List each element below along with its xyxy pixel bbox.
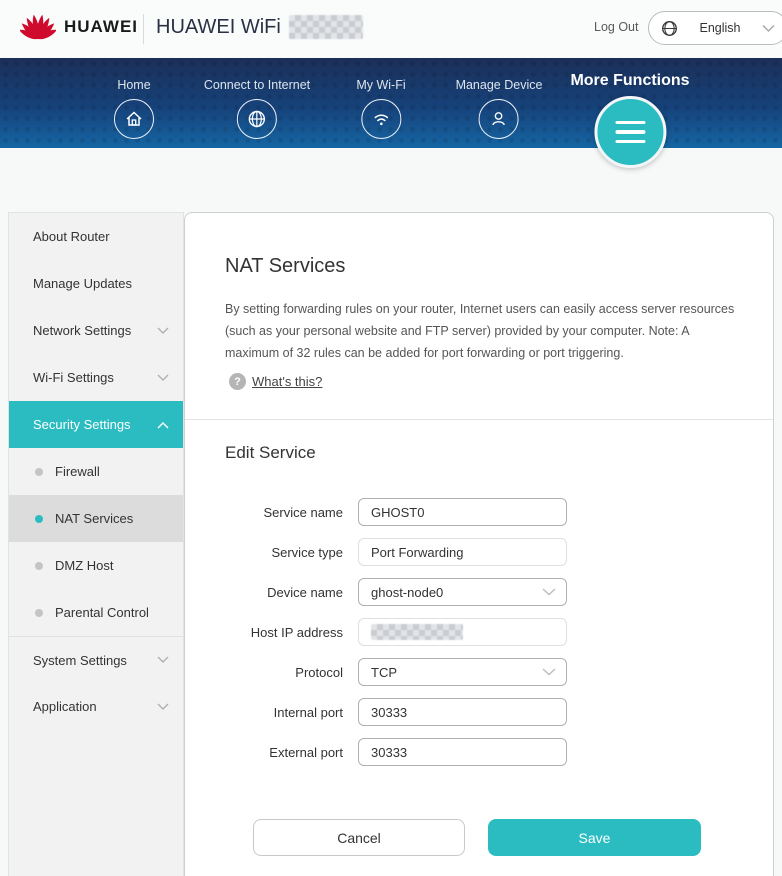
redacted-ip-value xyxy=(371,624,463,640)
nav-label: More Functions xyxy=(570,72,690,89)
chevron-down-icon xyxy=(157,656,169,663)
sidebar-item-security-settings[interactable]: Security Settings xyxy=(9,401,183,448)
huawei-logo: HUAWEI xyxy=(20,14,138,40)
form-row-protocol: Protocol TCP xyxy=(185,658,773,686)
section-divider xyxy=(185,419,773,420)
form-row-external-port: External port xyxy=(185,738,773,766)
page-title: NAT Services xyxy=(225,255,346,277)
sidebar-item-network-settings[interactable]: Network Settings xyxy=(9,307,183,354)
nav-label: My Wi-Fi xyxy=(356,78,406,92)
service-type-field: Port Forwarding xyxy=(358,538,567,566)
internal-port-input[interactable] xyxy=(358,698,567,726)
redacted-product-model xyxy=(288,15,363,39)
field-label: Device name xyxy=(267,584,343,600)
cancel-button[interactable]: Cancel xyxy=(253,819,465,856)
sidebar-item-label: Manage Updates xyxy=(33,276,133,291)
home-icon xyxy=(114,99,154,139)
nav-item-more-functions[interactable]: More Functions xyxy=(570,58,690,168)
sidebar-item-application[interactable]: Application xyxy=(9,683,183,730)
chevron-down-icon xyxy=(542,668,556,676)
sidebar-item-nat-services[interactable]: NAT Services xyxy=(9,495,183,542)
chevron-down-icon xyxy=(157,327,169,334)
sidebar-item-label: System Settings xyxy=(33,652,127,668)
sidebar-item-about-router[interactable]: About Router xyxy=(9,213,183,260)
help-link-text: What's this? xyxy=(252,374,323,389)
nav-label: Manage Device xyxy=(455,78,543,92)
sidebar-item-label: Parental Control xyxy=(55,605,149,620)
field-label: Protocol xyxy=(295,664,343,680)
form-row-service-type: Service type Port Forwarding xyxy=(185,538,773,566)
language-value: English xyxy=(699,21,741,35)
nav-item-my-wifi[interactable]: My Wi-Fi xyxy=(356,58,406,139)
form-row-device-name: Device name ghost-node0 xyxy=(185,578,773,606)
language-selector[interactable]: English xyxy=(648,11,782,45)
nav-item-connect-to-internet[interactable]: Connect to Internet xyxy=(204,58,310,139)
sidebar-item-label: Security Settings xyxy=(33,417,131,432)
sidebar-item-label: Application xyxy=(33,699,97,714)
sidebar-item-parental-control[interactable]: Parental Control xyxy=(9,589,183,636)
bullet-icon xyxy=(35,608,43,617)
field-label: Host IP address xyxy=(250,624,343,640)
header-divider xyxy=(143,14,144,44)
wifi-icon xyxy=(360,99,401,139)
sidebar-item-label: Wi-Fi Settings xyxy=(33,370,114,385)
field-label: Service name xyxy=(263,504,343,520)
select-value: ghost-node0 xyxy=(371,584,444,600)
sidebar-item-system-settings[interactable]: System Settings xyxy=(9,636,183,683)
field-label: Internal port xyxy=(273,704,343,720)
edit-service-form: Service name Service type Port Forwardin… xyxy=(185,498,773,778)
chevron-up-icon xyxy=(157,421,169,428)
chevron-down-icon xyxy=(157,703,169,710)
nav-item-home[interactable]: Home xyxy=(114,58,154,139)
chevron-down-icon xyxy=(542,588,556,596)
question-icon: ? xyxy=(229,373,246,390)
form-row-host-ip: Host IP address xyxy=(185,618,773,646)
sidebar-item-label: About Router xyxy=(33,229,110,244)
form-row-service-name: Service name xyxy=(185,498,773,526)
field-label: External port xyxy=(269,744,343,760)
nav-label: Home xyxy=(117,78,151,92)
bullet-icon xyxy=(35,561,43,570)
sidebar-item-firewall[interactable]: Firewall xyxy=(9,448,183,495)
brand-wordmark: HUAWEI xyxy=(64,17,138,36)
huawei-flower-icon xyxy=(20,14,56,40)
sidebar-item-dmz-host[interactable]: DMZ Host xyxy=(9,542,183,589)
save-button[interactable]: Save xyxy=(488,819,701,856)
sidebar-item-manage-updates[interactable]: Manage Updates xyxy=(9,260,183,307)
field-value: Port Forwarding xyxy=(371,544,464,560)
bullet-icon xyxy=(35,514,43,523)
user-icon xyxy=(478,99,519,139)
sidebar-item-label: Firewall xyxy=(55,464,100,479)
whats-this-link[interactable]: ? What's this? xyxy=(229,373,322,390)
field-label: Service type xyxy=(271,544,343,560)
form-row-internal-port: Internal port xyxy=(185,698,773,726)
service-name-input[interactable] xyxy=(358,498,567,526)
page-description: By setting forwarding rules on your rout… xyxy=(225,302,735,360)
globe-icon xyxy=(662,20,677,36)
protocol-select[interactable]: TCP xyxy=(358,658,567,686)
globe-icon xyxy=(236,99,277,139)
select-value: TCP xyxy=(371,664,397,680)
chevron-down-icon xyxy=(157,374,169,381)
sidebar-item-label: DMZ Host xyxy=(55,558,114,573)
nav-item-manage-device[interactable]: Manage Device xyxy=(455,58,543,139)
main-nav: Home Connect to Internet My Wi-Fi xyxy=(0,58,782,168)
bullet-icon xyxy=(35,467,43,476)
device-name-select[interactable]: ghost-node0 xyxy=(358,578,567,606)
logout-link[interactable]: Log Out xyxy=(594,20,639,34)
sidebar-item-label: Network Settings xyxy=(33,323,132,338)
content-panel: NAT Services By setting forwarding rules… xyxy=(184,212,774,876)
sidebar-item-label: NAT Services xyxy=(55,511,134,526)
chevron-down-icon xyxy=(762,24,775,32)
section-title: Edit Service xyxy=(225,443,316,462)
product-title: HUAWEI WiFi xyxy=(156,15,363,39)
menu-icon[interactable] xyxy=(593,96,666,168)
product-title-text: HUAWEI WiFi xyxy=(156,15,281,38)
settings-sidebar: About Router Manage Updates Network Sett… xyxy=(8,212,184,876)
sidebar-item-wifi-settings[interactable]: Wi-Fi Settings xyxy=(9,354,183,401)
app-header: HUAWEI HUAWEI WiFi Log Out English xyxy=(0,0,782,59)
nav-label: Connect to Internet xyxy=(203,78,311,92)
external-port-input[interactable] xyxy=(358,738,567,766)
host-ip-field xyxy=(358,618,567,646)
